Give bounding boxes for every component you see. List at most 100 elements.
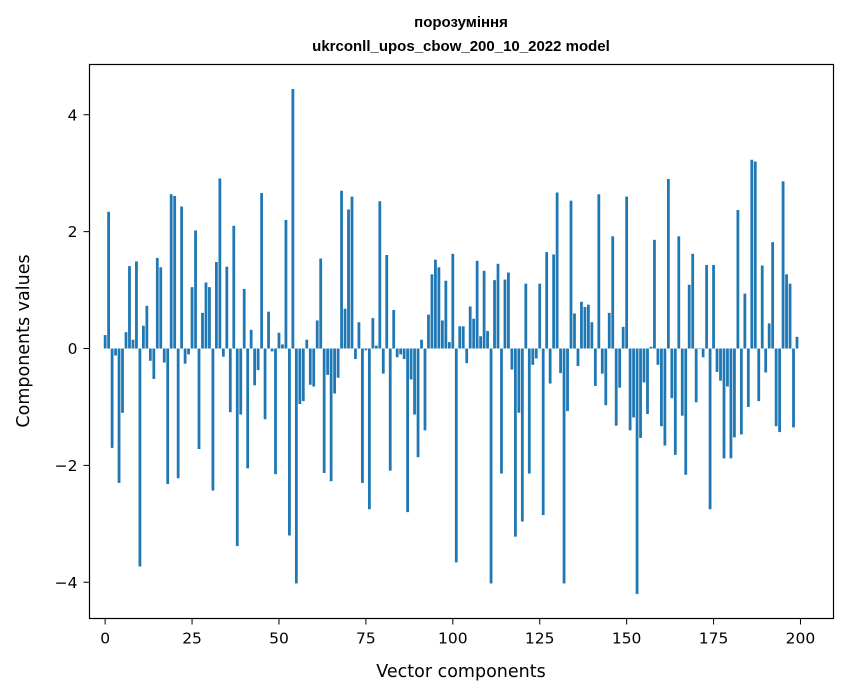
bar <box>673 348 677 455</box>
bar <box>461 326 465 349</box>
bar <box>607 312 611 349</box>
bar <box>632 348 635 418</box>
bar <box>388 348 392 471</box>
bar <box>406 348 409 513</box>
bar <box>326 348 330 375</box>
bar <box>736 210 740 349</box>
x-tick-label: 125 <box>525 630 555 648</box>
bar <box>430 274 434 349</box>
bar <box>176 348 180 479</box>
bar <box>281 344 284 349</box>
bar <box>277 332 281 349</box>
bar <box>215 262 218 349</box>
bar <box>197 348 201 450</box>
bar <box>573 313 576 349</box>
y-axis-ticks: −4 −2 0 2 4 <box>55 106 90 592</box>
bar <box>541 348 545 516</box>
bar <box>778 348 781 433</box>
bar <box>593 348 597 386</box>
bar <box>767 323 771 349</box>
bar <box>614 348 618 426</box>
bar <box>128 266 131 349</box>
bar <box>402 348 406 360</box>
bar <box>169 194 173 349</box>
x-tick-label: 25 <box>182 630 202 648</box>
bar <box>138 348 142 567</box>
bar <box>423 348 427 431</box>
x-tick-label: 0 <box>100 630 110 648</box>
bar <box>653 239 656 349</box>
bar <box>475 260 479 349</box>
bar <box>580 301 583 349</box>
bar <box>260 193 263 349</box>
bar <box>496 263 500 349</box>
bar <box>274 348 277 475</box>
bar <box>395 348 399 358</box>
bar <box>788 283 792 349</box>
bar <box>110 348 114 448</box>
bar <box>291 89 295 349</box>
bar <box>131 339 135 349</box>
bar <box>771 242 775 349</box>
bar <box>712 264 715 349</box>
bar <box>371 318 375 349</box>
bar <box>201 312 204 349</box>
bar <box>719 348 722 381</box>
bar <box>590 322 594 349</box>
y-axis-label: Components values <box>14 254 34 427</box>
bar <box>649 346 653 349</box>
bar <box>656 348 660 365</box>
bar <box>208 287 211 349</box>
bar <box>639 348 642 438</box>
bar <box>392 309 396 349</box>
x-tick-label: 100 <box>438 630 468 648</box>
bar <box>479 336 483 349</box>
bar <box>625 196 629 349</box>
bar <box>493 280 496 349</box>
bar <box>114 348 117 356</box>
bar <box>705 264 708 349</box>
bar <box>187 348 190 355</box>
bar <box>434 259 437 349</box>
bar <box>385 255 389 349</box>
bar <box>562 348 566 584</box>
bar <box>232 225 236 349</box>
bar <box>500 348 503 474</box>
bar <box>267 311 270 349</box>
bar <box>569 200 573 349</box>
bar <box>514 348 517 537</box>
bar <box>660 348 663 427</box>
bar <box>218 178 222 349</box>
chart-subtitle: ukrconll_upos_cbow_200_10_2022 model <box>312 38 610 55</box>
bar <box>507 272 510 349</box>
bar <box>329 348 333 482</box>
y-tick-label: −2 <box>55 457 78 475</box>
bar <box>795 336 799 349</box>
bar <box>670 348 674 399</box>
bar <box>454 348 458 563</box>
bar <box>576 348 580 367</box>
bar <box>729 348 733 459</box>
bar <box>194 230 197 349</box>
bar <box>587 304 590 349</box>
bar <box>774 348 778 427</box>
bar <box>374 345 378 349</box>
bar <box>545 252 549 349</box>
bar <box>420 339 423 349</box>
bar <box>621 326 625 349</box>
bar <box>381 348 385 374</box>
bar <box>722 348 726 459</box>
bar <box>444 280 448 349</box>
bar <box>628 348 632 431</box>
bar <box>142 325 145 349</box>
bar <box>190 287 194 349</box>
bar <box>524 283 528 349</box>
bar <box>447 342 451 349</box>
bar <box>152 348 156 379</box>
bar <box>343 308 347 349</box>
bar <box>427 314 430 349</box>
bar <box>715 348 719 372</box>
bar <box>708 348 712 510</box>
bars-group <box>103 89 799 594</box>
